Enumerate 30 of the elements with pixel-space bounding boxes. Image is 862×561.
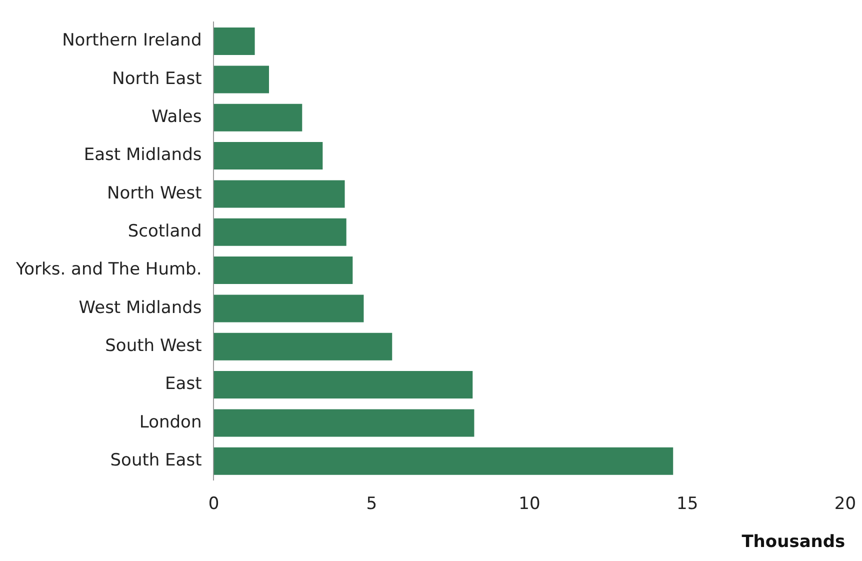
x-tick-label: 15 — [676, 494, 698, 514]
y-tick-label: East Midlands — [84, 145, 202, 166]
x-tick-label: 10 — [518, 494, 540, 514]
bar — [214, 256, 353, 284]
x-tick-label: 5 — [366, 494, 378, 514]
y-tick-label: Wales — [152, 107, 202, 128]
bar — [214, 371, 473, 399]
y-tick-label: South West — [105, 336, 202, 356]
bar — [214, 66, 269, 94]
y-tick-label: North East — [112, 68, 202, 89]
x-tick-label: 20 — [834, 494, 856, 514]
y-tick-label: Scotland — [128, 222, 202, 242]
bar — [214, 142, 323, 170]
x-tick-label: 0 — [208, 494, 220, 514]
y-tick-label: South East — [110, 450, 202, 471]
y-tick-label: West Midlands — [78, 298, 202, 318]
y-tick-label: North West — [106, 183, 202, 204]
bar — [214, 218, 346, 246]
y-tick-label: London — [139, 412, 202, 432]
bar — [214, 332, 392, 360]
bar — [214, 447, 674, 475]
bar — [214, 180, 345, 208]
bar — [214, 28, 255, 56]
bar — [214, 294, 364, 322]
y-tick-label: East — [165, 374, 202, 394]
x-axis-title: Thousands — [742, 532, 846, 552]
bar — [214, 409, 474, 437]
bar — [214, 104, 302, 132]
y-tick-label: Yorks. and The Humb. — [14, 260, 202, 280]
y-tick-label: Northern Ireland — [62, 30, 202, 51]
